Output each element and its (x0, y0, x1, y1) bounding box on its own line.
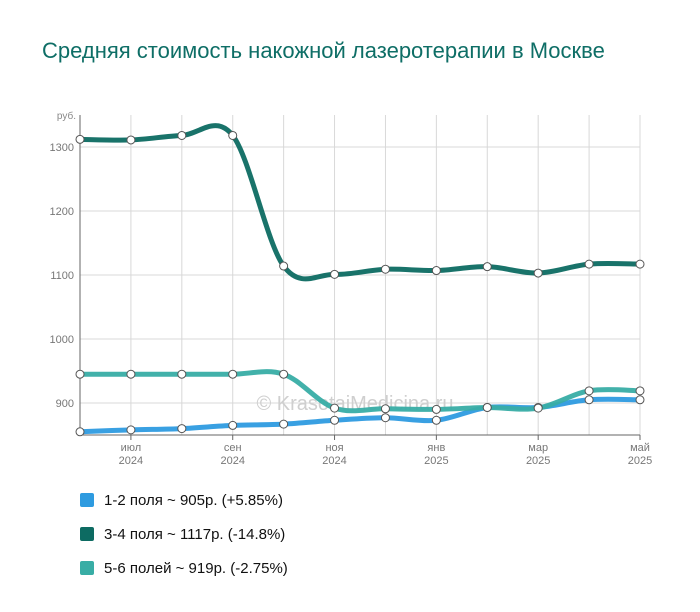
x-tick-year-1: 2024 (220, 455, 244, 467)
x-tick-label-3: янв (427, 442, 445, 454)
point-s2-5 (330, 269, 340, 279)
point-s3-3 (228, 369, 238, 379)
point-s2-2 (177, 130, 187, 140)
point-s2-3 (228, 130, 238, 140)
legend-item-s2[interactable]: 3-4 поля ~ 1117р. (-14.8%) (80, 517, 288, 551)
point-s2-0 (75, 134, 85, 144)
point-s1-4 (279, 419, 289, 429)
x-tick-year-0: 2024 (119, 455, 143, 467)
point-s1-1 (126, 425, 136, 435)
chart-title: Средняя стоимость накожной лазеротерапии… (42, 38, 605, 63)
legend-swatch-s3 (80, 561, 94, 575)
x-tick-year-2: 2024 (322, 455, 346, 467)
y-tick-label-4: 1300 (50, 142, 74, 154)
point-s3-9 (533, 403, 543, 413)
point-s3-8 (482, 402, 492, 412)
point-s1-3 (228, 420, 238, 430)
point-s3-5 (330, 403, 340, 413)
legend-item-s3[interactable]: 5-6 полей ~ 919р. (-2.75%) (80, 551, 288, 585)
chart-legend: 1-2 поля ~ 905р. (+5.85%) 3-4 поля ~ 111… (80, 483, 288, 585)
point-s3-1 (126, 369, 136, 379)
point-s2-7 (431, 266, 441, 276)
legend-swatch-s1 (80, 493, 94, 507)
point-s2-1 (126, 135, 136, 145)
series-line-s2 (77, 123, 643, 282)
legend-item-s1[interactable]: 1-2 поля ~ 905р. (+5.85%) (80, 483, 288, 517)
point-s3-0 (75, 369, 85, 379)
point-s1-7 (431, 415, 441, 425)
y-tick-label-1: 1000 (50, 334, 74, 346)
point-s1-10 (584, 395, 594, 405)
x-tick-year-5: 2025 (628, 455, 652, 467)
point-s2-4 (279, 261, 289, 271)
y-tick-label-3: 1200 (50, 206, 74, 218)
point-s3-10 (584, 386, 594, 396)
point-s1-11 (635, 395, 645, 405)
point-s3-2 (177, 369, 187, 379)
point-s1-2 (177, 424, 187, 434)
x-tick-year-3: 2025 (424, 455, 448, 467)
x-tick-label-1: сен (224, 442, 242, 454)
x-tick-label-4: мар (528, 442, 548, 454)
x-tick-label-2: ноя (325, 442, 343, 454)
point-s3-6 (380, 404, 390, 414)
point-s1-6 (380, 413, 390, 423)
y-tick-label-0: 900 (56, 398, 74, 410)
point-s1-0 (75, 427, 85, 437)
y-tick-label-2: 1100 (50, 270, 74, 282)
point-s2-10 (584, 259, 594, 269)
point-s3-11 (635, 386, 645, 396)
legend-label-s1: 1-2 поля ~ 905р. (+5.85%) (104, 491, 283, 509)
point-s2-11 (635, 259, 645, 269)
legend-label-s2: 3-4 поля ~ 1117р. (-14.8%) (104, 525, 286, 543)
point-s2-8 (482, 262, 492, 272)
legend-swatch-s2 (80, 527, 94, 541)
point-s2-9 (533, 268, 543, 278)
point-s2-6 (380, 264, 390, 274)
point-s1-5 (330, 415, 340, 425)
point-s3-4 (279, 369, 289, 379)
x-tick-label-5: май (630, 442, 650, 454)
x-tick-label-0: июл (121, 442, 142, 454)
point-s3-7 (431, 404, 441, 414)
x-tick-year-4: 2025 (526, 455, 550, 467)
y-unit-label: руб. (57, 110, 76, 122)
legend-label-s3: 5-6 полей ~ 919р. (-2.75%) (104, 559, 288, 577)
